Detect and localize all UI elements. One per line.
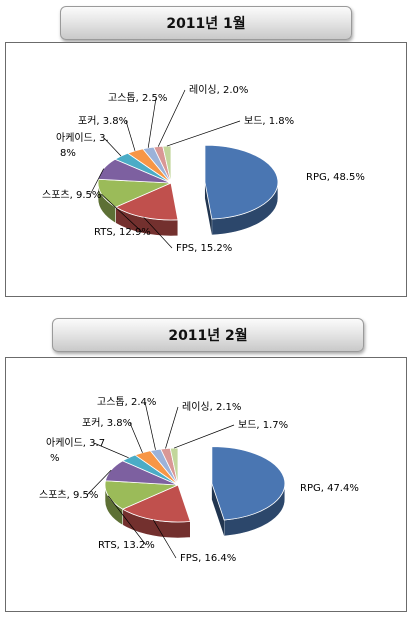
pie-slice-RPG bbox=[211, 446, 286, 521]
chart-title-banner-jan: 2011년 1월 bbox=[60, 6, 352, 40]
leader-line-5 bbox=[125, 120, 136, 151]
data-label-6: 고스톱, 2.5% bbox=[108, 92, 167, 104]
leader-line-1 bbox=[143, 217, 173, 249]
leader-line-2 bbox=[101, 193, 143, 233]
data-label-3: 스포츠, 9.5% bbox=[39, 489, 98, 501]
data-label-1: FPS, 16.4% bbox=[180, 553, 236, 564]
pie-labels: RPG, 47.4% FPS, 16.4% RTS, 13.2% 스포츠, 9.5% 아… bbox=[39, 396, 359, 564]
leader-line-3 bbox=[89, 168, 105, 196]
data-label-7: 레이싱, 2.1% bbox=[182, 401, 241, 413]
leader-line-1 bbox=[152, 519, 177, 559]
data-label-3: 스포츠, 9.5% bbox=[42, 189, 101, 201]
pie-slice-RPG bbox=[204, 144, 279, 220]
data-label-8: 보드, 1.7% bbox=[238, 419, 288, 431]
leader-line-4 bbox=[93, 442, 129, 459]
pie-slice-cut-1 bbox=[211, 483, 225, 537]
pie-sides bbox=[104, 483, 286, 539]
pie-slices bbox=[97, 144, 279, 221]
data-label-5: 포커, 3.8% bbox=[82, 417, 132, 429]
data-label-4: 아케이드, 3. 8% bbox=[56, 132, 109, 159]
leader-line-5 bbox=[129, 422, 143, 453]
data-label-8: 보드, 1.8% bbox=[244, 115, 294, 127]
data-label-0: RPG, 48.5% bbox=[306, 172, 365, 183]
chart-title-jan: 2011년 1월 bbox=[166, 16, 246, 32]
leader-line-6 bbox=[144, 401, 156, 450]
leader-line-8 bbox=[166, 120, 241, 147]
leader-line-7 bbox=[157, 89, 186, 147]
chart-title-feb: 2011년 2월 bbox=[168, 328, 248, 344]
leader-line-7 bbox=[165, 406, 179, 449]
pie-slice-cut-1 bbox=[204, 182, 212, 236]
data-label-0: RPG, 47.4% bbox=[300, 483, 359, 494]
pie-chart-jan: RPG, 48.5% FPS, 15.2% RTS, 12.9% 스포츠, 9.5% 아… bbox=[5, 42, 407, 297]
leader-line-6 bbox=[147, 97, 157, 148]
leader-line-3 bbox=[86, 469, 112, 496]
data-label-1: FPS, 15.2% bbox=[176, 243, 232, 254]
leader-line-2 bbox=[107, 495, 147, 546]
pie-slice-보드 bbox=[162, 145, 172, 184]
pie-slices bbox=[104, 446, 286, 523]
leader-line-4 bbox=[103, 137, 122, 157]
data-label-6: 고스톱, 2.4% bbox=[97, 396, 156, 408]
data-label-4: 아케이드, 3.7% bbox=[46, 437, 105, 464]
data-label-7: 레이싱, 2.0% bbox=[189, 84, 248, 96]
pie-chart-feb: RPG, 47.4% FPS, 16.4% RTS, 13.2% 스포츠, 9.5% 아… bbox=[5, 357, 407, 612]
pie-chart-jan-svg: RPG, 48.5% FPS, 15.2% RTS, 12.9% 스포츠, 9.5% 아… bbox=[42, 84, 365, 254]
data-label-2: RTS, 13.2% bbox=[98, 540, 155, 551]
leader-line-8 bbox=[173, 424, 235, 449]
pie-labels: RPG, 48.5% FPS, 15.2% RTS, 12.9% 스포츠, 9.5% 아… bbox=[42, 84, 365, 254]
data-label-2: RTS, 12.9% bbox=[94, 227, 151, 238]
chart-title-banner-feb: 2011년 2월 bbox=[52, 318, 364, 352]
data-label-5: 포커, 3.8% bbox=[78, 115, 128, 127]
pie-chart-feb-svg: RPG, 47.4% FPS, 16.4% RTS, 13.2% 스포츠, 9.5% 아… bbox=[39, 396, 359, 564]
